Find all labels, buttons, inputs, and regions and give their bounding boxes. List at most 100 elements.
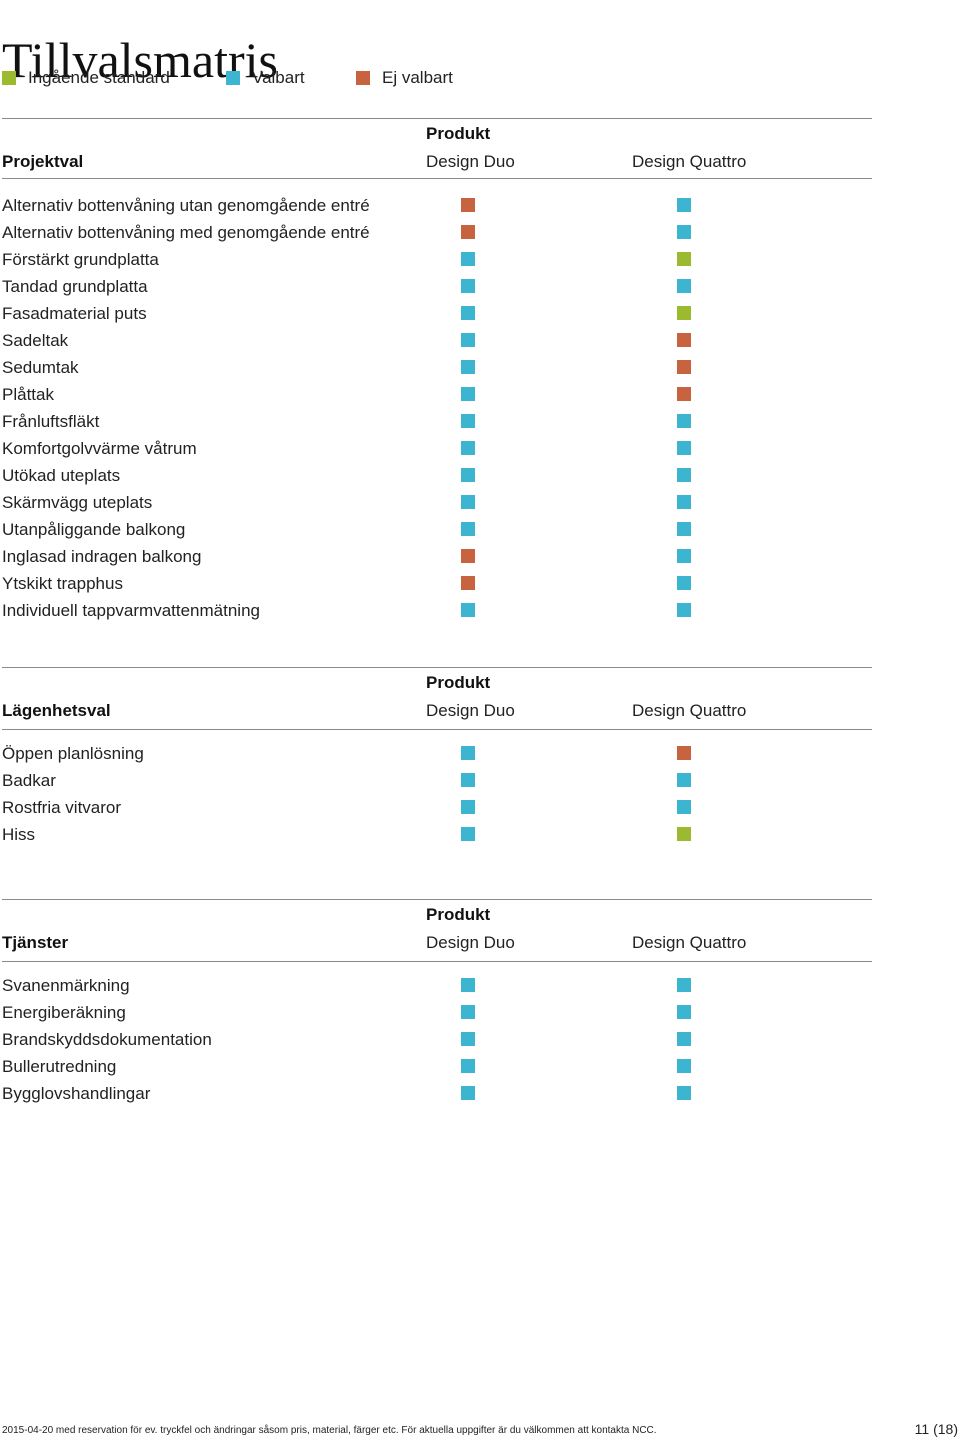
duo-status-marker (461, 360, 475, 374)
row-label: Sedumtak (2, 358, 79, 377)
row-label: Bygglovshandlingar (2, 1084, 151, 1103)
header-bottom-rule (2, 178, 872, 179)
quattro-status-marker (677, 387, 691, 401)
duo-status-marker (461, 252, 475, 266)
valbart-swatch-icon (226, 71, 240, 85)
quattro-status-marker (677, 333, 691, 347)
table-row: Utanpåliggande balkong (2, 517, 872, 544)
quattro-status-marker (677, 603, 691, 617)
duo-status-marker (461, 441, 475, 455)
duo-status-marker (461, 773, 475, 787)
header-bottom-rule (2, 729, 872, 730)
column-header-duo: Design Duo (426, 933, 515, 952)
duo-status-marker (461, 576, 475, 590)
row-label: Alternativ bottenvåning utan genomgående… (2, 196, 370, 215)
table-row: Öppen planlösning (2, 741, 872, 768)
row-label: Brandskyddsdokumentation (2, 1030, 212, 1049)
row-label: Komfortgolvvärme våtrum (2, 439, 197, 458)
table-row: Komfortgolvvärme våtrum (2, 436, 872, 463)
quattro-status-marker (677, 576, 691, 590)
section-top-rule (2, 899, 872, 900)
quattro-status-marker (677, 198, 691, 212)
table-row: Bullerutredning (2, 1054, 872, 1081)
quattro-status-marker (677, 360, 691, 374)
duo-status-marker (461, 522, 475, 536)
duo-status-marker (461, 279, 475, 293)
row-label: Ytskikt trapphus (2, 574, 123, 593)
row-label: Utökad uteplats (2, 466, 121, 485)
duo-status-marker (461, 746, 475, 760)
legend-label: Valbart (252, 68, 305, 87)
table-row: Bygglovshandlingar (2, 1081, 872, 1108)
section-top-rule (2, 667, 872, 668)
row-label: Inglasad indragen balkong (2, 547, 202, 566)
row-label: Tandad grundplatta (2, 277, 148, 296)
section-title: Lägenhetsval (2, 701, 111, 720)
legend-item-valbart: Valbart (226, 66, 305, 90)
duo-status-marker (461, 603, 475, 617)
row-label: Badkar (2, 771, 56, 790)
table-row: Energiberäkning (2, 1000, 872, 1027)
row-label: Sadeltak (2, 331, 69, 350)
row-label: Plåttak (2, 385, 54, 404)
table-row: Sadeltak (2, 328, 872, 355)
table-row: Frånluftsfläkt (2, 409, 872, 436)
duo-status-marker (461, 468, 475, 482)
quattro-status-marker (677, 827, 691, 841)
row-label: Individuell tappvarmvattenmätning (2, 601, 260, 620)
duo-status-marker (461, 387, 475, 401)
section-title: Tjänster (2, 933, 69, 952)
quattro-status-marker (677, 225, 691, 239)
table-row: Badkar (2, 768, 872, 795)
table-row: Plåttak (2, 382, 872, 409)
row-label: Rostfria vitvaror (2, 798, 122, 817)
duo-status-marker (461, 1032, 475, 1046)
quattro-status-marker (677, 1005, 691, 1019)
quattro-status-marker (677, 279, 691, 293)
section-title: Projektval (2, 152, 84, 171)
duo-status-marker (461, 800, 475, 814)
duo-status-marker (461, 1005, 475, 1019)
quattro-status-marker (677, 1086, 691, 1100)
quattro-status-marker (677, 978, 691, 992)
table-row: Alternativ bottenvåning med genomgående … (2, 220, 872, 247)
row-label: Fasadmaterial puts (2, 304, 147, 323)
row-label: Skärmvägg uteplats (2, 493, 153, 512)
row-label: Svanenmärkning (2, 976, 130, 995)
row-label: Energiberäkning (2, 1003, 126, 1022)
duo-status-marker (461, 414, 475, 428)
section-top-rule (2, 118, 872, 119)
quattro-status-marker (677, 306, 691, 320)
row-label: Öppen planlösning (2, 744, 144, 763)
legend-label: Ej valbart (382, 68, 453, 87)
quattro-status-marker (677, 441, 691, 455)
legend: Ingående standard Valbart Ej valbart (2, 66, 872, 90)
duo-status-marker (461, 306, 475, 320)
page-number: 11 (18) (914, 1421, 958, 1437)
duo-status-marker (461, 198, 475, 212)
table-row: Tandad grundplatta (2, 274, 872, 301)
column-header-quattro: Design Quattro (632, 152, 747, 171)
quattro-status-marker (677, 746, 691, 760)
row-label: Hiss (2, 825, 36, 844)
quattro-status-marker (677, 468, 691, 482)
duo-status-marker (461, 333, 475, 347)
column-header-duo: Design Duo (426, 152, 515, 171)
standard-swatch-icon (2, 71, 16, 85)
table-row: Rostfria vitvaror (2, 795, 872, 822)
duo-status-marker (461, 1086, 475, 1100)
duo-status-marker (461, 827, 475, 841)
quattro-status-marker (677, 1059, 691, 1073)
footer-disclaimer: 2015-04-20 med reservation för ev. tryck… (2, 1425, 657, 1436)
ej-valbart-swatch-icon (356, 71, 370, 85)
column-header-duo: Design Duo (426, 701, 515, 720)
table-row: Sedumtak (2, 355, 872, 382)
duo-status-marker (461, 978, 475, 992)
quattro-status-marker (677, 252, 691, 266)
table-row: Skärmvägg uteplats (2, 490, 872, 517)
table-row: Inglasad indragen balkong (2, 544, 872, 571)
produkt-heading: Produkt (426, 905, 491, 924)
row-label: Bullerutredning (2, 1057, 117, 1076)
table-row: Brandskyddsdokumentation (2, 1027, 872, 1054)
table-row: Alternativ bottenvåning utan genomgående… (2, 193, 872, 220)
